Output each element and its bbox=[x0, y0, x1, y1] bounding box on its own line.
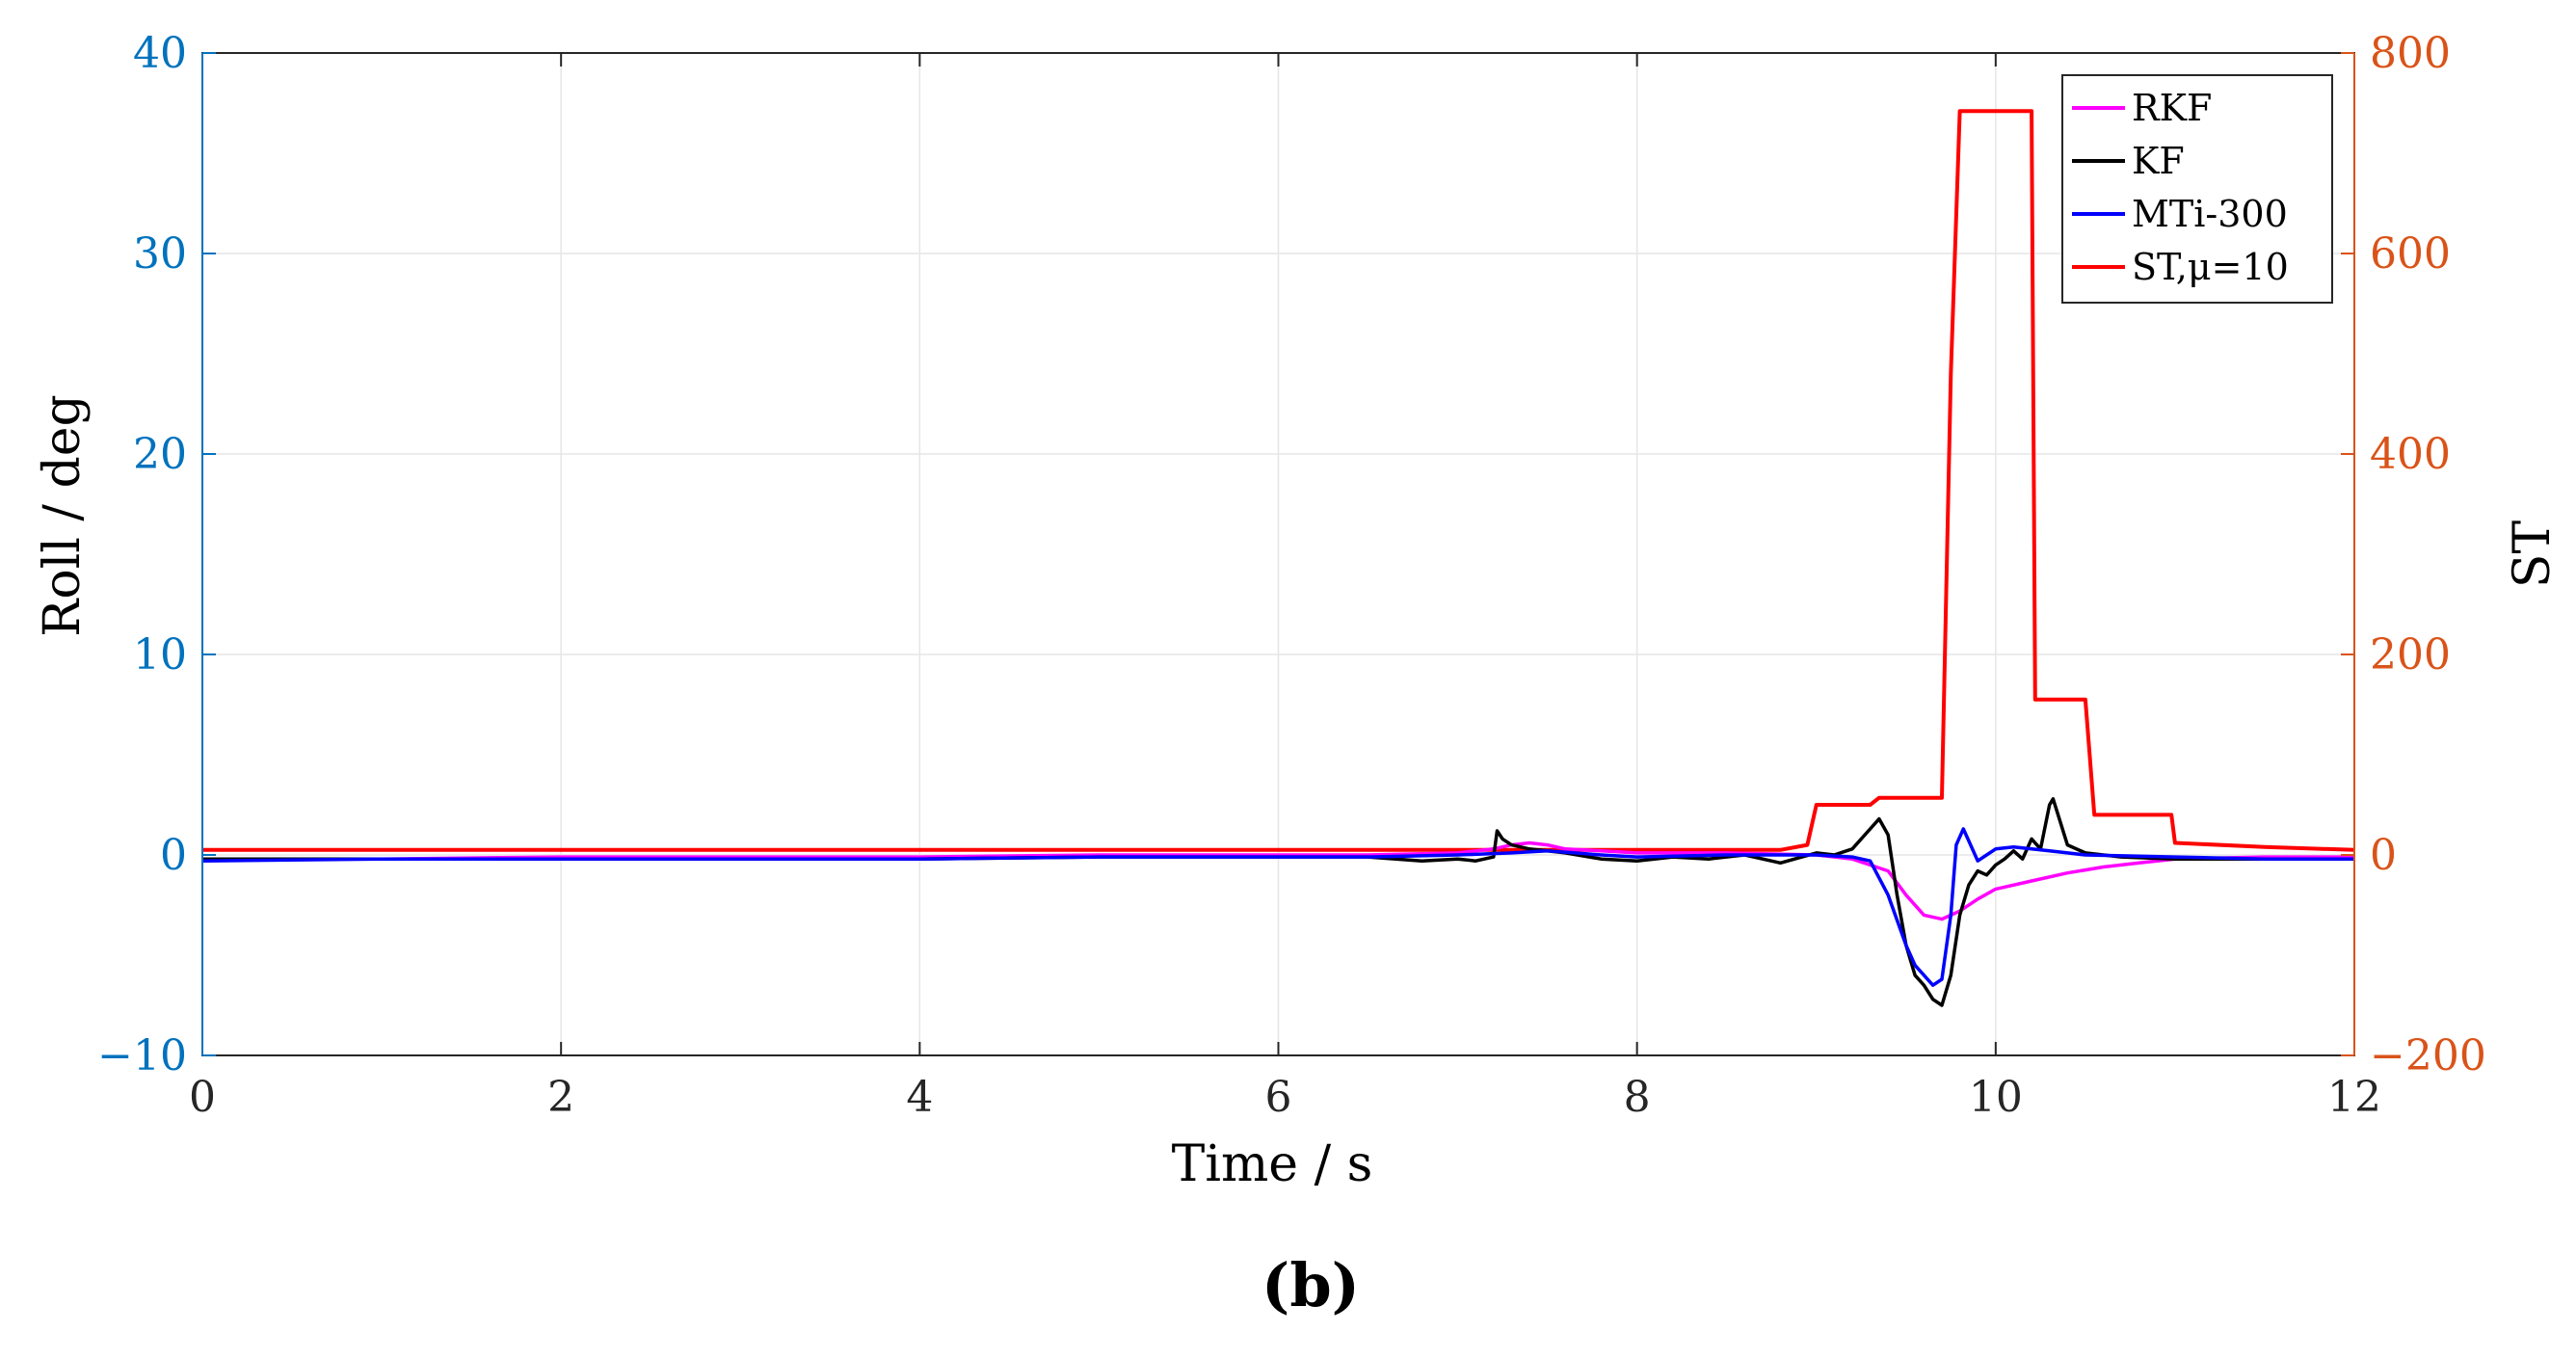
series-line-kf bbox=[202, 797, 2354, 1007]
series-line-rkf bbox=[202, 840, 2354, 921]
right-tick-label: 0 bbox=[2370, 831, 2397, 880]
right-tick-label: 600 bbox=[2370, 229, 2451, 279]
left-y-axis: −10 0 10 20 30 40 bbox=[97, 29, 216, 1080]
right-y-axis: −200 0 200 400 600 800 bbox=[2341, 29, 2486, 1080]
x-axis-label: Time / s bbox=[1172, 1135, 1373, 1193]
legend-label: ST,μ=10 bbox=[2132, 246, 2289, 288]
series-line-st-10 bbox=[202, 109, 2355, 852]
x-axis: 0 2 4 6 8 10 12 bbox=[189, 53, 2381, 1122]
legend-label: MTi-300 bbox=[2132, 193, 2288, 235]
left-tick-label: 30 bbox=[133, 229, 187, 279]
left-tick-label: −10 bbox=[97, 1031, 187, 1080]
right-tick-label: 200 bbox=[2370, 630, 2451, 680]
right-tick-label: −200 bbox=[2370, 1031, 2486, 1080]
x-tick-label: 12 bbox=[2327, 1073, 2381, 1122]
legend-label: KF bbox=[2132, 140, 2185, 182]
left-tick-label: 10 bbox=[133, 630, 187, 680]
series-line-mti-300 bbox=[201, 827, 2354, 987]
left-tick-label: 20 bbox=[133, 430, 187, 479]
legend-box bbox=[2061, 74, 2333, 304]
x-tick-label: 8 bbox=[1624, 1073, 1651, 1122]
right-y-axis-label: ST bbox=[2504, 520, 2562, 589]
left-y-axis-label: Roll / deg bbox=[34, 394, 92, 637]
x-tick-label: 10 bbox=[1969, 1073, 2023, 1122]
right-tick-label: 400 bbox=[2370, 430, 2451, 479]
x-tick-label: 2 bbox=[547, 1073, 574, 1122]
x-tick-label: 4 bbox=[906, 1073, 933, 1122]
series-layer bbox=[201, 109, 2355, 1007]
x-tick-label: 6 bbox=[1265, 1073, 1292, 1122]
legend: RKF KF MTi-300 ST,μ=10 bbox=[2061, 74, 2333, 304]
x-tick-label: 0 bbox=[189, 1073, 216, 1122]
right-tick-label: 800 bbox=[2370, 29, 2451, 78]
figure-caption: (b) bbox=[1261, 1250, 1360, 1320]
legend-label: RKF bbox=[2132, 87, 2212, 129]
left-tick-label: 40 bbox=[133, 29, 187, 78]
left-tick-label: 0 bbox=[160, 831, 187, 880]
